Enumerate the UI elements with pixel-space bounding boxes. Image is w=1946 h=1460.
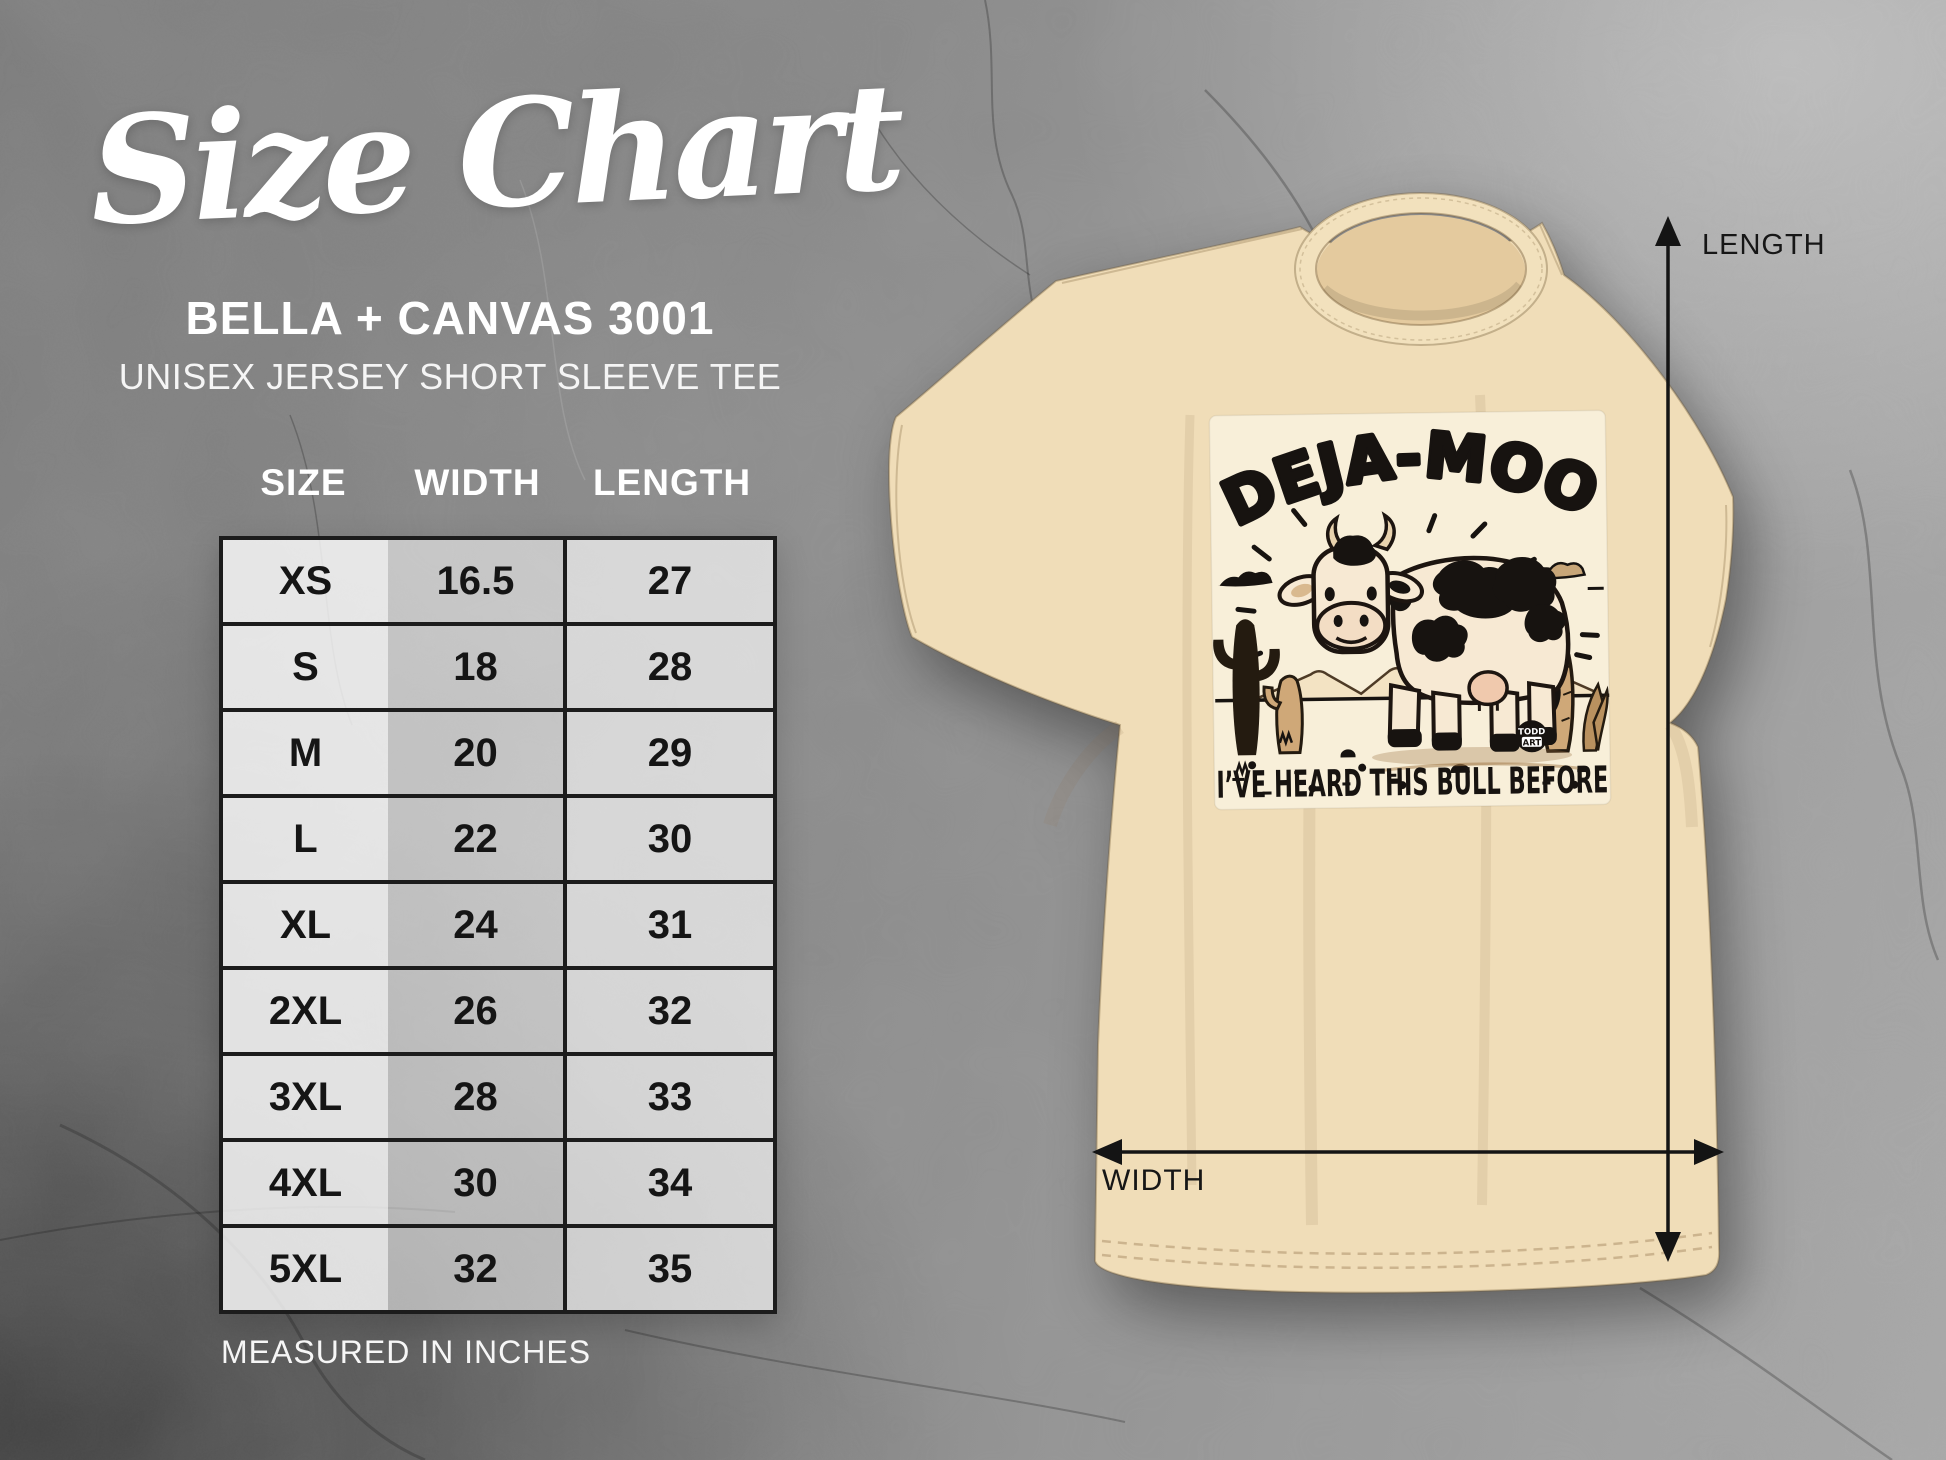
width-cell: 28 [388, 1056, 567, 1138]
length-cell: 29 [567, 712, 773, 794]
width-cell: 16.5 [388, 540, 567, 622]
page-title: Size Chart [86, 49, 904, 259]
length-measure-label: LENGTH [1702, 229, 1826, 261]
size-table-header: SIZE WIDTH LENGTH [219, 462, 777, 504]
column-header-length: LENGTH [592, 462, 752, 503]
length-cell: 28 [567, 626, 773, 708]
table-row-m: M 20 29 [223, 712, 773, 798]
length-cell: 27 [567, 540, 773, 622]
column-header-width: WIDTH [414, 462, 541, 503]
size-cell: M [223, 712, 388, 794]
width-cell: 22 [388, 798, 567, 880]
tshirt-mockup: DEJA-MOO [887, 192, 1735, 1294]
width-cell: 30 [388, 1142, 567, 1224]
design-caption: I’VE HEARD THIS BULL BEFORE [1216, 758, 1609, 806]
size-cell: XS [223, 540, 388, 622]
length-cell: 31 [567, 884, 773, 966]
table-row-5xl: 5XL 32 35 [223, 1228, 773, 1310]
width-cell: 18 [388, 626, 567, 708]
size-cell: 2XL [223, 970, 388, 1052]
length-cell: 32 [567, 970, 773, 1052]
table-row-xs: XS 16.5 27 [223, 540, 773, 626]
width-cell: 24 [388, 884, 567, 966]
width-cell: 26 [388, 970, 567, 1052]
cactus-icon [1213, 619, 1304, 756]
cow-illustration [1277, 511, 1571, 752]
table-row-l: L 22 30 [223, 798, 773, 884]
width-cell: 20 [388, 712, 567, 794]
size-cell: S [223, 626, 388, 708]
size-table: XS 16.5 27 S 18 28 M 20 29 L 22 30 XL 24… [219, 536, 777, 1314]
table-row-3xl: 3XL 28 33 [223, 1056, 773, 1142]
table-row-xl: XL 24 31 [223, 884, 773, 970]
table-row-2xl: 2XL 26 32 [223, 970, 773, 1056]
table-row-s: S 18 28 [223, 626, 773, 712]
length-cell: 33 [567, 1056, 773, 1138]
todd-art-badge: TODD ART [1515, 720, 1548, 753]
size-cell: L [223, 798, 388, 880]
svg-text:TODD: TODD [1518, 727, 1545, 737]
column-header-size: SIZE [260, 462, 347, 503]
table-row-4xl: 4XL 30 34 [223, 1142, 773, 1228]
svg-text:ART: ART [1523, 738, 1542, 748]
width-measure-label: WIDTH [1102, 1164, 1206, 1197]
units-footnote: MEASURED IN INCHES [221, 1334, 592, 1370]
deja-moo-design: DEJA-MOO [1208, 409, 1613, 811]
product-subtitle: UNISEX JERSEY SHORT SLEEVE TEE [118, 356, 782, 397]
length-cell: 35 [567, 1228, 773, 1310]
size-cell: 3XL [223, 1056, 388, 1138]
product-name: BELLA + CANVAS 3001 [185, 292, 715, 344]
size-cell: 5XL [223, 1228, 388, 1310]
length-cell: 34 [567, 1142, 773, 1224]
size-cell: 4XL [223, 1142, 388, 1224]
collar [1294, 192, 1548, 346]
length-cell: 30 [567, 798, 773, 880]
width-cell: 32 [388, 1228, 567, 1310]
size-cell: XL [223, 884, 388, 966]
